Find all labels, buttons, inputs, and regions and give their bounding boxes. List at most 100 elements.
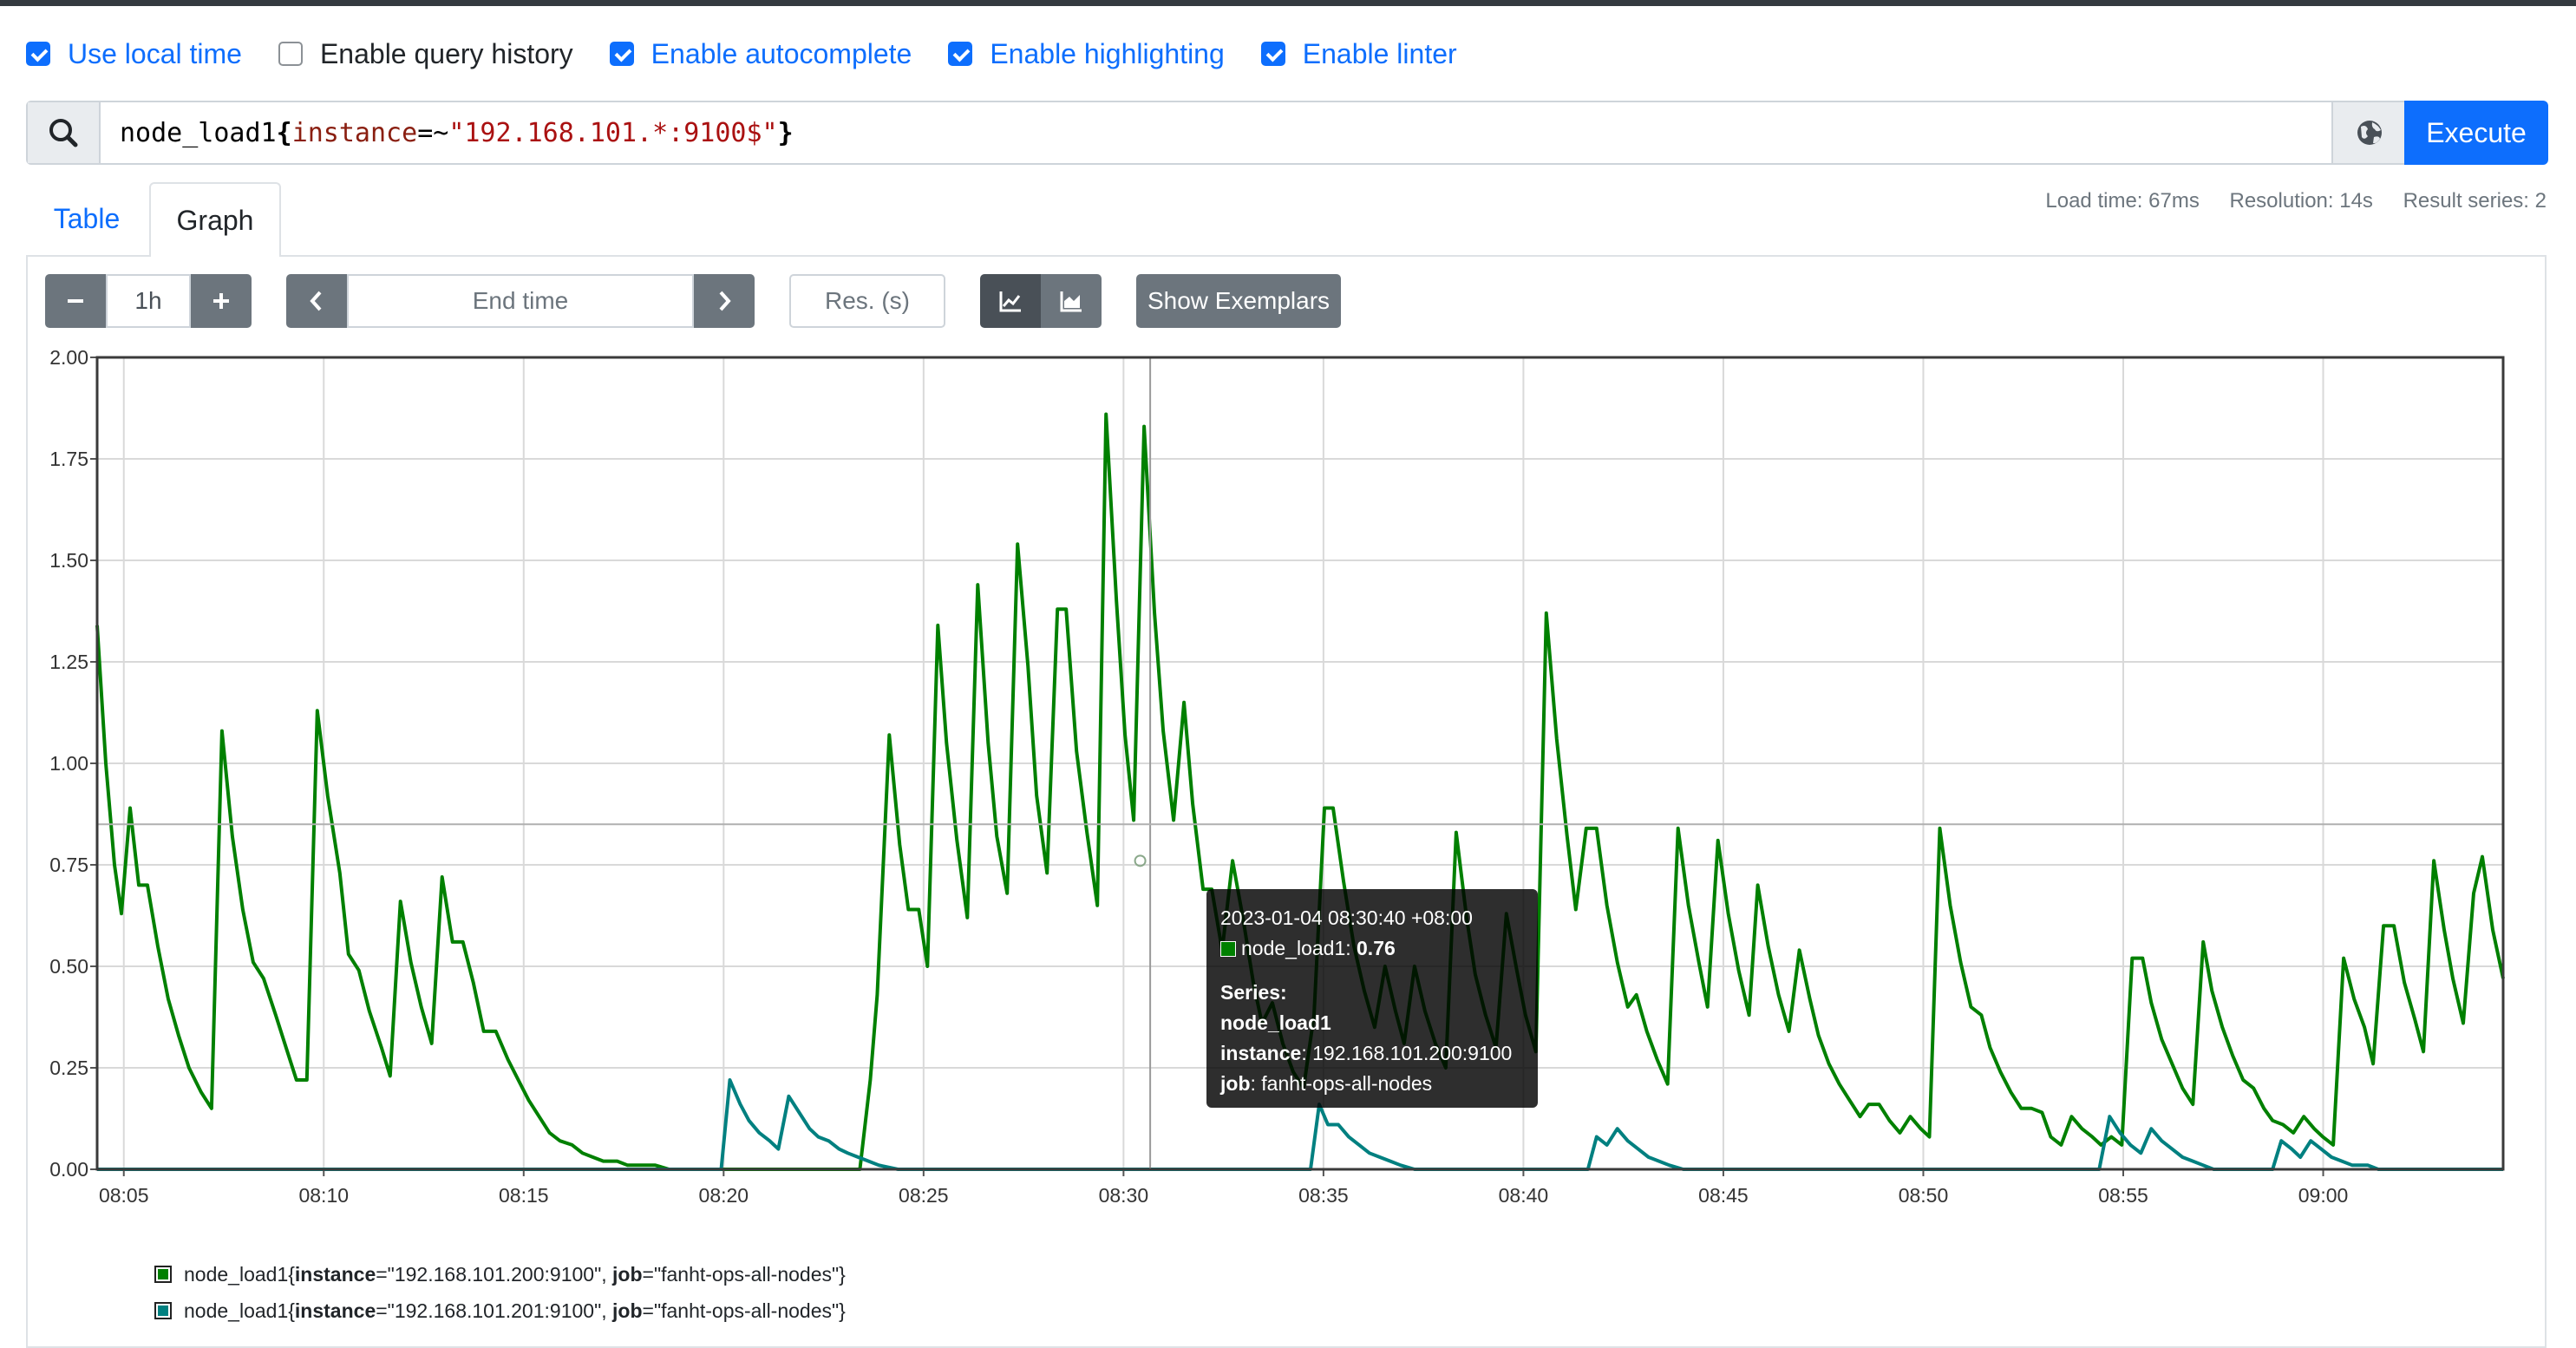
range-input[interactable]: 1h (106, 274, 191, 328)
tooltip-metric-label: node_load1: (1241, 937, 1351, 959)
legend-prefix: node_load1{ (184, 1262, 295, 1286)
tooltip-value-row: node_load1: 0.76 (1220, 933, 1524, 964)
legend-value-instance: ="192.168.101.200:9100", (376, 1262, 613, 1286)
chevron-left-icon (310, 291, 322, 311)
legend-key-job: job (612, 1299, 643, 1322)
option-enable-highlighting[interactable]: Enable highlighting (948, 37, 1225, 70)
legend-swatch (154, 1302, 172, 1319)
checkbox-use-local-time[interactable] (26, 42, 50, 66)
x-tick-label: 08:35 (1298, 1184, 1349, 1207)
query-label-value: "192.168.101.*:9100$" (448, 118, 778, 148)
x-tick-label: 08:15 (499, 1184, 549, 1207)
search-addon (28, 102, 101, 163)
legend-item[interactable]: node_load1{instance ="192.168.101.201:910… (154, 1292, 846, 1329)
legend-key-job: job (612, 1262, 643, 1286)
resolution-input[interactable]: Res. (s) (789, 274, 945, 328)
line-chart-icon (999, 291, 1021, 312)
tooltip-series-name: node_load1 (1220, 1011, 1331, 1034)
y-tick-label: 2.00 (49, 346, 88, 369)
series-color-swatch (1220, 941, 1236, 957)
tab-graph[interactable]: Graph (149, 182, 281, 257)
stacked-chart-button[interactable] (1041, 274, 1102, 328)
y-tick-label: 1.75 (49, 448, 88, 470)
y-tick-label: 1.50 (49, 549, 88, 572)
decrease-range-button[interactable] (45, 274, 106, 328)
legend-value-job: ="fanht-ops-all-nodes"} (642, 1262, 846, 1286)
legend-key-instance: instance (294, 1299, 376, 1322)
query-label-name: instance (291, 118, 418, 148)
checkbox-enable-linter[interactable] (1260, 42, 1285, 66)
option-use-local-time[interactable]: Use local time (26, 38, 242, 70)
option-label[interactable]: Enable query history (319, 37, 573, 69)
x-tick-label: 08:40 (1499, 1184, 1549, 1207)
tooltip-series-heading: Series: (1220, 981, 1287, 1004)
legend-prefix: node_load1{ (184, 1299, 295, 1322)
tab-table[interactable]: Table (53, 203, 121, 234)
x-tick-label: 08:55 (2098, 1184, 2148, 1207)
tooltip-instance-value: : 192.168.101.200:9100 (1301, 1042, 1513, 1064)
metrics-explorer-button[interactable] (2331, 102, 2406, 163)
legend-swatch (154, 1266, 172, 1283)
tooltip-timestamp: 2023-01-04 08:30:40 +08:00 (1220, 906, 1473, 929)
x-tick-label: 08:10 (298, 1184, 349, 1207)
tab-divider (26, 255, 2547, 257)
tooltip-job-value: : fanht-ops-all-nodes (1250, 1072, 1433, 1095)
query-options: Use local time Enable query history Enab… (26, 35, 1494, 73)
x-tick-label: 08:30 (1099, 1184, 1149, 1207)
legend-value-instance: ="192.168.101.201:9100", (376, 1299, 613, 1322)
x-tick-label: 08:05 (99, 1184, 149, 1207)
option-enable-linter[interactable]: Enable linter (1260, 37, 1457, 70)
query-operator: =~ (417, 118, 449, 148)
x-tick-label: 08:45 (1698, 1184, 1749, 1207)
y-tick-label: 0.25 (49, 1057, 88, 1079)
x-axis-ticks: 08:05 08:10 08:15 08:20 08:25 08:30 08:35 08:40… (99, 1169, 2348, 1207)
next-time-button[interactable] (694, 274, 755, 328)
y-tick-label: 0.75 (49, 854, 88, 876)
query-metric: node_load1 (120, 118, 277, 148)
x-tick-label: 08:50 (1899, 1184, 1949, 1207)
option-label[interactable]: Enable highlighting (990, 37, 1225, 69)
y-axis-ticks: 0.00 0.25 0.50 0.75 1.00 1.25 1.50 1.75 2.00 (49, 346, 97, 1181)
hover-point-marker (1134, 854, 1147, 867)
query-open-brace: { (276, 118, 292, 148)
chevron-right-icon (719, 291, 731, 311)
minus-icon (68, 299, 83, 303)
y-tick-label: 1.00 (49, 752, 88, 775)
tooltip-instance-key: instance (1220, 1042, 1302, 1064)
series-line-1 (97, 1078, 2503, 1171)
legend-value-job: ="fanht-ops-all-nodes"} (642, 1299, 846, 1322)
line-chart-button[interactable] (980, 274, 1041, 328)
checkbox-enable-autocomplete[interactable] (609, 42, 634, 66)
option-enable-autocomplete[interactable]: Enable autocomplete (609, 37, 912, 70)
increase-range-button[interactable] (191, 274, 252, 328)
search-icon (49, 119, 78, 147)
result-series: Result series: 2 (2403, 189, 2547, 213)
y-tick-label: 0.00 (49, 1158, 88, 1181)
option-label[interactable]: Enable autocomplete (651, 37, 912, 69)
option-label[interactable]: Enable linter (1302, 37, 1457, 69)
execute-button[interactable]: Execute (2404, 101, 2548, 165)
legend-key-instance: instance (294, 1262, 376, 1286)
legend-item[interactable]: node_load1{instance ="192.168.101.200:910… (154, 1256, 846, 1292)
graph-legend: node_load1{instance ="192.168.101.200:910… (154, 1256, 846, 1329)
tooltip-job-key: job (1220, 1072, 1251, 1095)
query-close-brace: } (777, 118, 794, 148)
y-tick-label: 0.50 (49, 955, 88, 978)
query-bar: node_load1{instance=~"192.168.101.*:9100… (26, 101, 2548, 165)
option-enable-query-history[interactable]: Enable query history (278, 38, 573, 70)
checkbox-enable-highlighting[interactable] (948, 42, 973, 66)
load-time: Load time: 67ms (2045, 189, 2200, 213)
tooltip-metric-value: 0.76 (1357, 937, 1396, 959)
option-label[interactable]: Use local time (68, 37, 242, 69)
plus-icon (213, 293, 229, 309)
expression-input[interactable]: node_load1{instance=~"192.168.101.*:9100… (120, 118, 794, 148)
resolution: Resolution: 14s (2229, 189, 2373, 213)
previous-time-button[interactable] (286, 274, 347, 328)
show-exemplars-button[interactable]: Show Exemplars (1136, 274, 1341, 328)
top-bar (0, 0, 2576, 6)
x-tick-label: 08:20 (699, 1184, 749, 1207)
x-tick-label: 08:25 (899, 1184, 949, 1207)
globe-icon (2357, 121, 2382, 145)
end-time-input[interactable]: End time (347, 274, 694, 328)
checkbox-enable-query-history[interactable] (278, 42, 303, 66)
